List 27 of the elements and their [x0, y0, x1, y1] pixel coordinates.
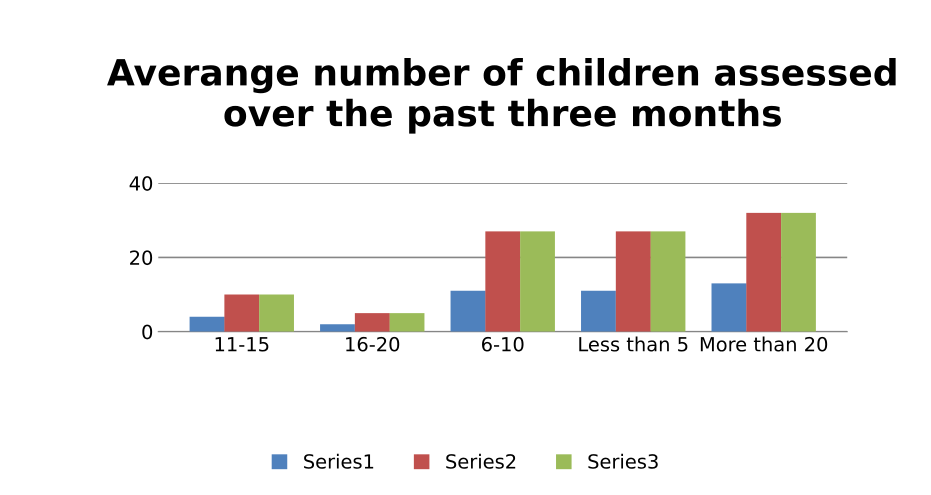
x-tick-label: 16-20 [346, 336, 400, 352]
x-tick-label: 11-15 [216, 337, 268, 352]
bar [581, 290, 616, 332]
bar [616, 231, 651, 332]
bar [320, 324, 355, 332]
bar [520, 231, 555, 332]
bar [354, 313, 390, 332]
bar [746, 212, 782, 332]
bar [224, 294, 260, 332]
y-tick-label: 40 [130, 176, 152, 191]
bar [485, 231, 520, 332]
bar [259, 294, 294, 332]
bar [650, 231, 686, 332]
bar [781, 212, 816, 332]
legend-label: Series1 [304, 454, 374, 469]
bar [450, 290, 486, 332]
x-tick-label: More than 20 [700, 336, 828, 352]
chart-title: Averange number of children assessed over the past three months [107, 58, 896, 134]
legend-label: Series2 [446, 454, 516, 469]
x-tick-label: 6-10 [482, 336, 524, 352]
bar [712, 283, 746, 332]
y-tick-label: 20 [130, 250, 152, 266]
bar [190, 316, 224, 332]
bar [390, 313, 424, 332]
y-tick-label: 0 [142, 324, 152, 340]
x-tick-label: Less than 5 [579, 336, 688, 352]
legend-label: Series3 [588, 454, 658, 469]
